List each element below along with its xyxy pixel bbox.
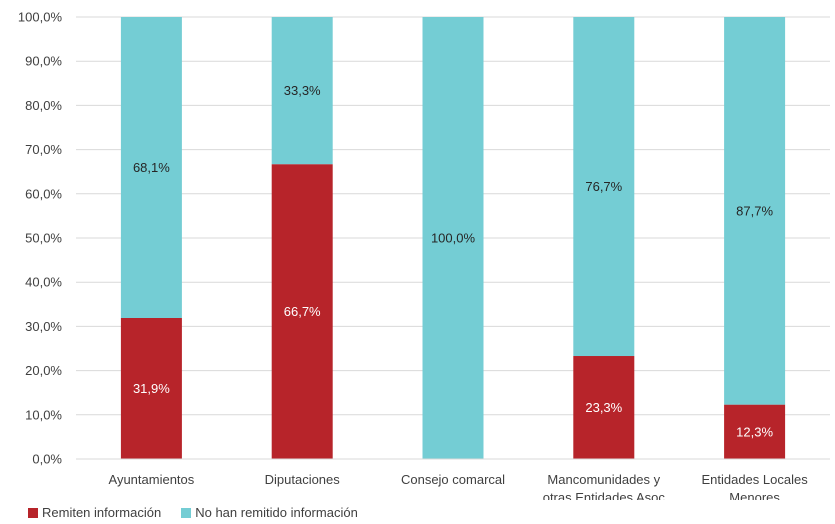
y-tick-label: 40,0%	[25, 275, 62, 290]
x-tick-label: Mancomunidades y	[547, 472, 660, 487]
y-tick-label: 70,0%	[25, 142, 62, 157]
y-tick-label: 60,0%	[25, 186, 62, 201]
y-tick-label: 50,0%	[25, 231, 62, 246]
bar-segment	[573, 17, 635, 357]
y-tick-label: 30,0%	[25, 319, 62, 334]
data-label: 87,7%	[736, 203, 773, 218]
x-tick-label: Menores	[729, 490, 780, 500]
x-tick-label: otras Entidades Asoc	[543, 490, 666, 500]
data-label: 68,1%	[133, 160, 170, 175]
legend-swatch-remiten	[28, 507, 38, 518]
x-tick-label: Diputaciones	[265, 472, 341, 487]
bar-segment	[271, 164, 333, 459]
data-label: 100,0%	[431, 231, 476, 246]
bar-segment	[120, 17, 182, 319]
data-label: 33,3%	[284, 83, 321, 98]
data-label: 76,7%	[585, 179, 622, 194]
bar-segment	[120, 318, 182, 459]
x-tick-label: Ayuntamientos	[109, 472, 195, 487]
data-label: 12,3%	[736, 424, 773, 439]
y-tick-label: 100,0%	[18, 10, 63, 25]
x-tick-label: Entidades Locales	[701, 472, 808, 487]
bars: 31,9% 68,1% 66,7% 33,3% 100,0% 23,3% 76,7% 12,3…	[120, 17, 786, 459]
data-label: 31,9%	[133, 381, 170, 396]
legend-label-remiten: Remiten información	[42, 505, 162, 520]
legend-swatch-no-remitido	[181, 507, 192, 518]
bar-segment	[271, 17, 333, 165]
data-label: 66,7%	[284, 304, 321, 319]
legend-item-remiten: Remiten información	[28, 505, 161, 520]
data-label: 23,3%	[585, 400, 622, 415]
bar-segment	[422, 17, 484, 459]
y-tick-label: 90,0%	[25, 54, 62, 69]
x-tick-label: Consejo comarcal	[401, 472, 505, 487]
legend-item-no-remitido: No han remitido información	[181, 505, 358, 520]
bar-segment	[724, 17, 786, 405]
y-tick-label: 20,0%	[25, 363, 62, 378]
y-tick-label: 10,0%	[25, 407, 62, 422]
legend-label-no-remitido: No han remitido información	[195, 505, 358, 520]
x-axis: Ayuntamientos Diputaciones Consejo comarca…	[76, 458, 830, 500]
stacked-bar-chart: 0,0% 10,0% 20,0% 30,0% 40,0% 50,0% 60,0% 70,0% 8…	[18, 10, 830, 500]
y-tick-label: 80,0%	[25, 98, 62, 113]
bar-segment	[724, 404, 786, 459]
bar-segment	[573, 356, 635, 459]
y-tick-label: 0,0%	[32, 452, 62, 467]
legend: Remiten información No han remitido info…	[28, 505, 358, 520]
y-axis: 0,0% 10,0% 20,0% 30,0% 40,0% 50,0% 60,0% 70,0% 8…	[18, 10, 63, 467]
